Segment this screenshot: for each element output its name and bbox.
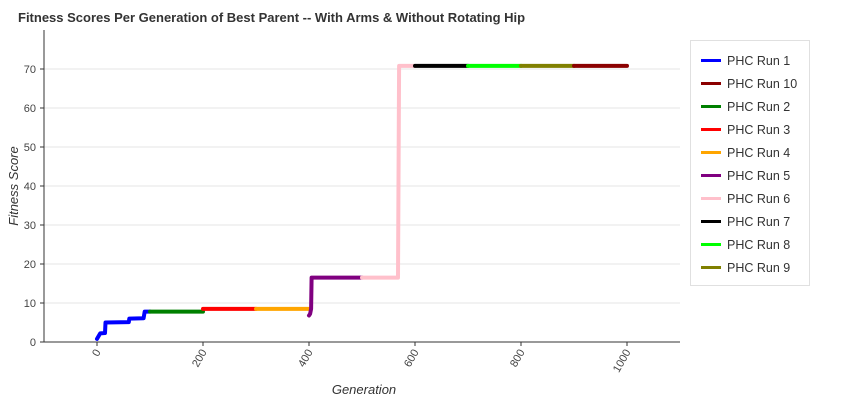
legend-item[interactable]: PHC Run 5	[691, 164, 809, 187]
legend-label: PHC Run 3	[727, 122, 791, 137]
x-axis-title: Generation	[332, 382, 396, 397]
x-tick-label: 400	[296, 348, 316, 370]
y-tick-labels: 0 10 20 30 40 50 60 70	[24, 64, 44, 349]
chart-title: Fitness Scores Per Generation of Best Pa…	[18, 10, 526, 25]
legend-label: PHC Run 1	[727, 53, 791, 68]
y-tick-label: 10	[24, 298, 36, 310]
x-tick-label: 600	[402, 348, 422, 370]
x-tick-label: 1000	[611, 348, 634, 375]
legend-swatch	[701, 128, 721, 131]
y-tick-label: 60	[24, 103, 36, 115]
legend-label: PHC Run 4	[727, 145, 791, 160]
legend-label: PHC Run 6	[727, 191, 791, 206]
legend-swatch	[701, 151, 721, 154]
grid-lines	[44, 68, 680, 304]
y-tick-label: 70	[24, 64, 36, 76]
legend-item[interactable]: PHC Run 6	[691, 187, 809, 210]
legend-swatch	[701, 105, 721, 108]
legend: PHC Run 1 PHC Run 10 PHC Run 2 PHC Run 3 PHC…	[690, 40, 810, 286]
y-axis-title: Fitness Score	[6, 146, 21, 225]
legend-item[interactable]: PHC Run 8	[691, 233, 809, 256]
y-tick-label: 50	[24, 142, 36, 154]
legend-item[interactable]: PHC Run 4	[691, 141, 809, 164]
legend-swatch	[701, 82, 721, 85]
legend-label: PHC Run 10	[727, 76, 798, 91]
legend-label: PHC Run 7	[727, 214, 791, 229]
x-tick-label: 800	[508, 348, 528, 370]
legend-item[interactable]: PHC Run 3	[691, 118, 809, 141]
legend-label: PHC Run 9	[727, 260, 791, 275]
legend-swatch	[701, 174, 721, 177]
legend-swatch	[701, 220, 721, 223]
legend-item[interactable]: PHC Run 10	[691, 72, 809, 95]
legend-swatch	[701, 197, 721, 200]
y-tick-label: 20	[24, 259, 36, 271]
legend-item[interactable]: PHC Run 9	[691, 256, 809, 279]
legend-item[interactable]: PHC Run 2	[691, 95, 809, 118]
series-line	[360, 63, 417, 280]
x-tick-label: 200	[190, 348, 210, 370]
legend-swatch	[701, 59, 721, 62]
legend-label: PHC Run 8	[727, 237, 791, 252]
legend-label: PHC Run 2	[727, 99, 791, 114]
y-tick-label: 30	[24, 220, 36, 232]
legend-swatch	[701, 266, 721, 269]
series-lines	[95, 63, 629, 341]
series-line	[95, 309, 152, 341]
legend-swatch	[701, 243, 721, 246]
x-tick-label: 0	[90, 348, 103, 359]
series-line	[307, 275, 364, 318]
legend-label: PHC Run 5	[727, 168, 791, 183]
legend-item[interactable]: PHC Run 7	[691, 210, 809, 233]
x-tick-labels: 0 200 400 600 800 1000	[90, 342, 634, 375]
legend-item[interactable]: PHC Run 1	[691, 49, 809, 72]
y-tick-label: 40	[24, 181, 36, 193]
y-tick-label: 0	[30, 337, 36, 349]
